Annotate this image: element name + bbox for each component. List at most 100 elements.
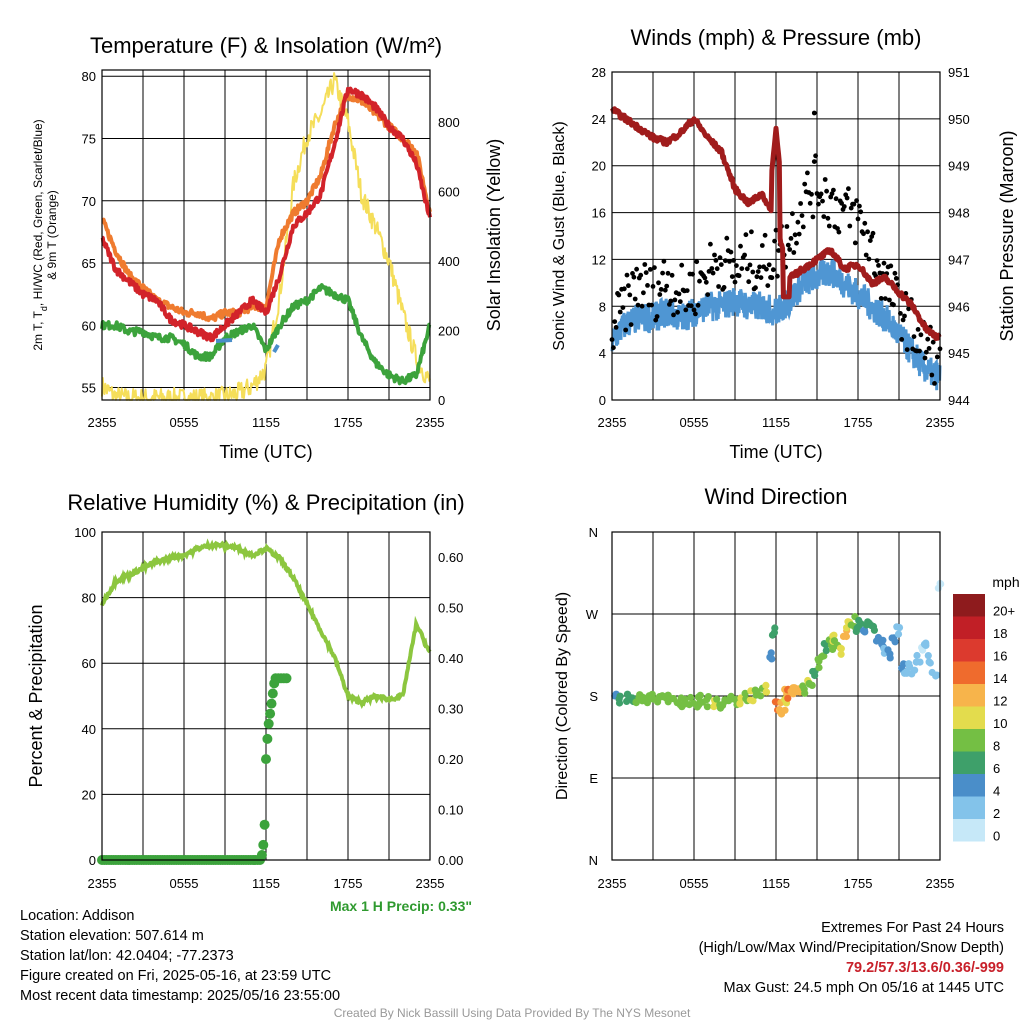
direction-point xyxy=(855,622,863,631)
gust-point xyxy=(690,271,695,277)
y-tick-label: 28 xyxy=(592,65,606,80)
y-right-tick-label: 0 xyxy=(438,393,445,408)
gust-point xyxy=(824,188,829,194)
direction-point xyxy=(741,689,749,698)
plot-frame xyxy=(611,71,941,401)
gust-point xyxy=(653,317,659,323)
direction-point xyxy=(839,632,848,641)
legend-swatch xyxy=(953,684,985,707)
y-right-tick-label: 944 xyxy=(948,393,970,408)
direction-point xyxy=(658,692,666,700)
legend-label: 14 xyxy=(993,671,1007,686)
gust-point xyxy=(753,285,758,291)
direction-point xyxy=(669,695,678,703)
gust-point xyxy=(874,258,880,263)
x-tick-label: 1155 xyxy=(252,876,280,891)
x-tick-label: 0555 xyxy=(170,415,199,430)
y-axis-right-label: Station Pressure (Maroon) xyxy=(997,130,1017,341)
y-tick-label: 80 xyxy=(82,591,96,606)
gust-point xyxy=(857,203,862,209)
gust-point xyxy=(915,327,921,332)
gust-point xyxy=(620,305,626,310)
y-tick-label: 12 xyxy=(592,252,606,267)
gust-point xyxy=(810,214,816,220)
direction-point xyxy=(615,699,624,707)
y-right-tick-label: 945 xyxy=(948,346,970,361)
extremes-values: 79.2/57.3/13.6/0.36/-999 xyxy=(845,960,1004,976)
gust-point xyxy=(903,291,909,296)
gust-point xyxy=(727,259,732,264)
direction-point xyxy=(757,692,765,700)
speed-legend: mph 0 2 4 6 8 10 12 14 16 18 20+ xyxy=(953,574,1020,843)
direction-point xyxy=(837,650,845,658)
direction-point xyxy=(771,624,779,632)
direction-point xyxy=(925,658,933,666)
legend-swatch xyxy=(953,661,985,684)
gust-point xyxy=(749,229,754,235)
gust-point xyxy=(660,270,665,276)
direction-point xyxy=(775,706,784,714)
gust-point xyxy=(641,290,646,296)
gust-point xyxy=(613,325,619,330)
gust-point xyxy=(772,238,777,244)
gust-point xyxy=(734,263,739,268)
precip-point xyxy=(266,698,277,709)
gust-point xyxy=(693,311,698,317)
y-right-tick-label: 0.00 xyxy=(438,853,463,868)
y-axis-right-label: Solar Insolation (Yellow) xyxy=(484,139,504,331)
x-tick-label: 1755 xyxy=(334,876,363,891)
series-pressure xyxy=(609,106,942,341)
precip-point xyxy=(262,733,273,744)
gust-point xyxy=(639,303,645,309)
gust-point xyxy=(930,339,936,345)
x-tick-label: 2355 xyxy=(416,876,445,891)
precip-point xyxy=(258,839,269,850)
y-axis-label: Percent & Precipitation xyxy=(26,604,46,787)
gust-point xyxy=(813,153,818,159)
gust-point xyxy=(775,273,780,279)
y-right-tick-label: 946 xyxy=(948,299,970,314)
y-tick-label: N xyxy=(589,853,598,868)
direction-point xyxy=(632,699,640,707)
gust-point xyxy=(861,231,866,237)
y-right-tick-label: 600 xyxy=(438,185,460,200)
y-axis-label: Sonic Wind & Gust (Blue, Black) xyxy=(551,121,568,350)
x-tick-label: 2355 xyxy=(88,415,117,430)
gust-point xyxy=(929,372,935,378)
gust-point xyxy=(630,271,635,276)
gust-point xyxy=(702,275,708,281)
y-tick-label: 60 xyxy=(82,318,96,333)
direction-point xyxy=(762,688,771,696)
gust-point xyxy=(792,232,798,238)
y-tick-label: 0 xyxy=(599,393,606,408)
max-precip-annotation: Max 1 H Precip: 0.33" xyxy=(330,898,472,914)
direction-point xyxy=(781,706,789,714)
gust-point xyxy=(728,249,734,255)
gust-point xyxy=(657,292,663,297)
gust-point xyxy=(635,302,641,308)
y-right-tick-label: 950 xyxy=(948,112,970,127)
direction-point xyxy=(815,664,823,672)
gust-point xyxy=(932,381,937,386)
y-tick-label: 100 xyxy=(74,525,96,540)
gust-point xyxy=(668,298,674,304)
series-relative-humidity xyxy=(100,538,432,709)
gust-point xyxy=(800,224,806,230)
chart-title: Relative Humidity (%) & Precipitation (i… xyxy=(67,490,464,515)
x-tick-label: 0555 xyxy=(680,876,709,891)
gust-point xyxy=(616,292,622,298)
gust-point xyxy=(634,266,639,272)
gust-point xyxy=(847,223,853,229)
y-tick-label: 55 xyxy=(82,381,96,396)
x-tick-label: 2355 xyxy=(416,415,445,430)
gust-point xyxy=(836,229,842,235)
y-tick-label: 0 xyxy=(89,853,96,868)
gust-point xyxy=(638,272,644,278)
gust-point xyxy=(658,287,664,292)
x-tick-label: 0555 xyxy=(680,415,709,430)
precip-point xyxy=(281,673,292,684)
gust-point xyxy=(716,284,721,289)
max-gust-text: Max Gust: 24.5 mph On 05/16 at 1445 UTC xyxy=(723,980,1004,996)
